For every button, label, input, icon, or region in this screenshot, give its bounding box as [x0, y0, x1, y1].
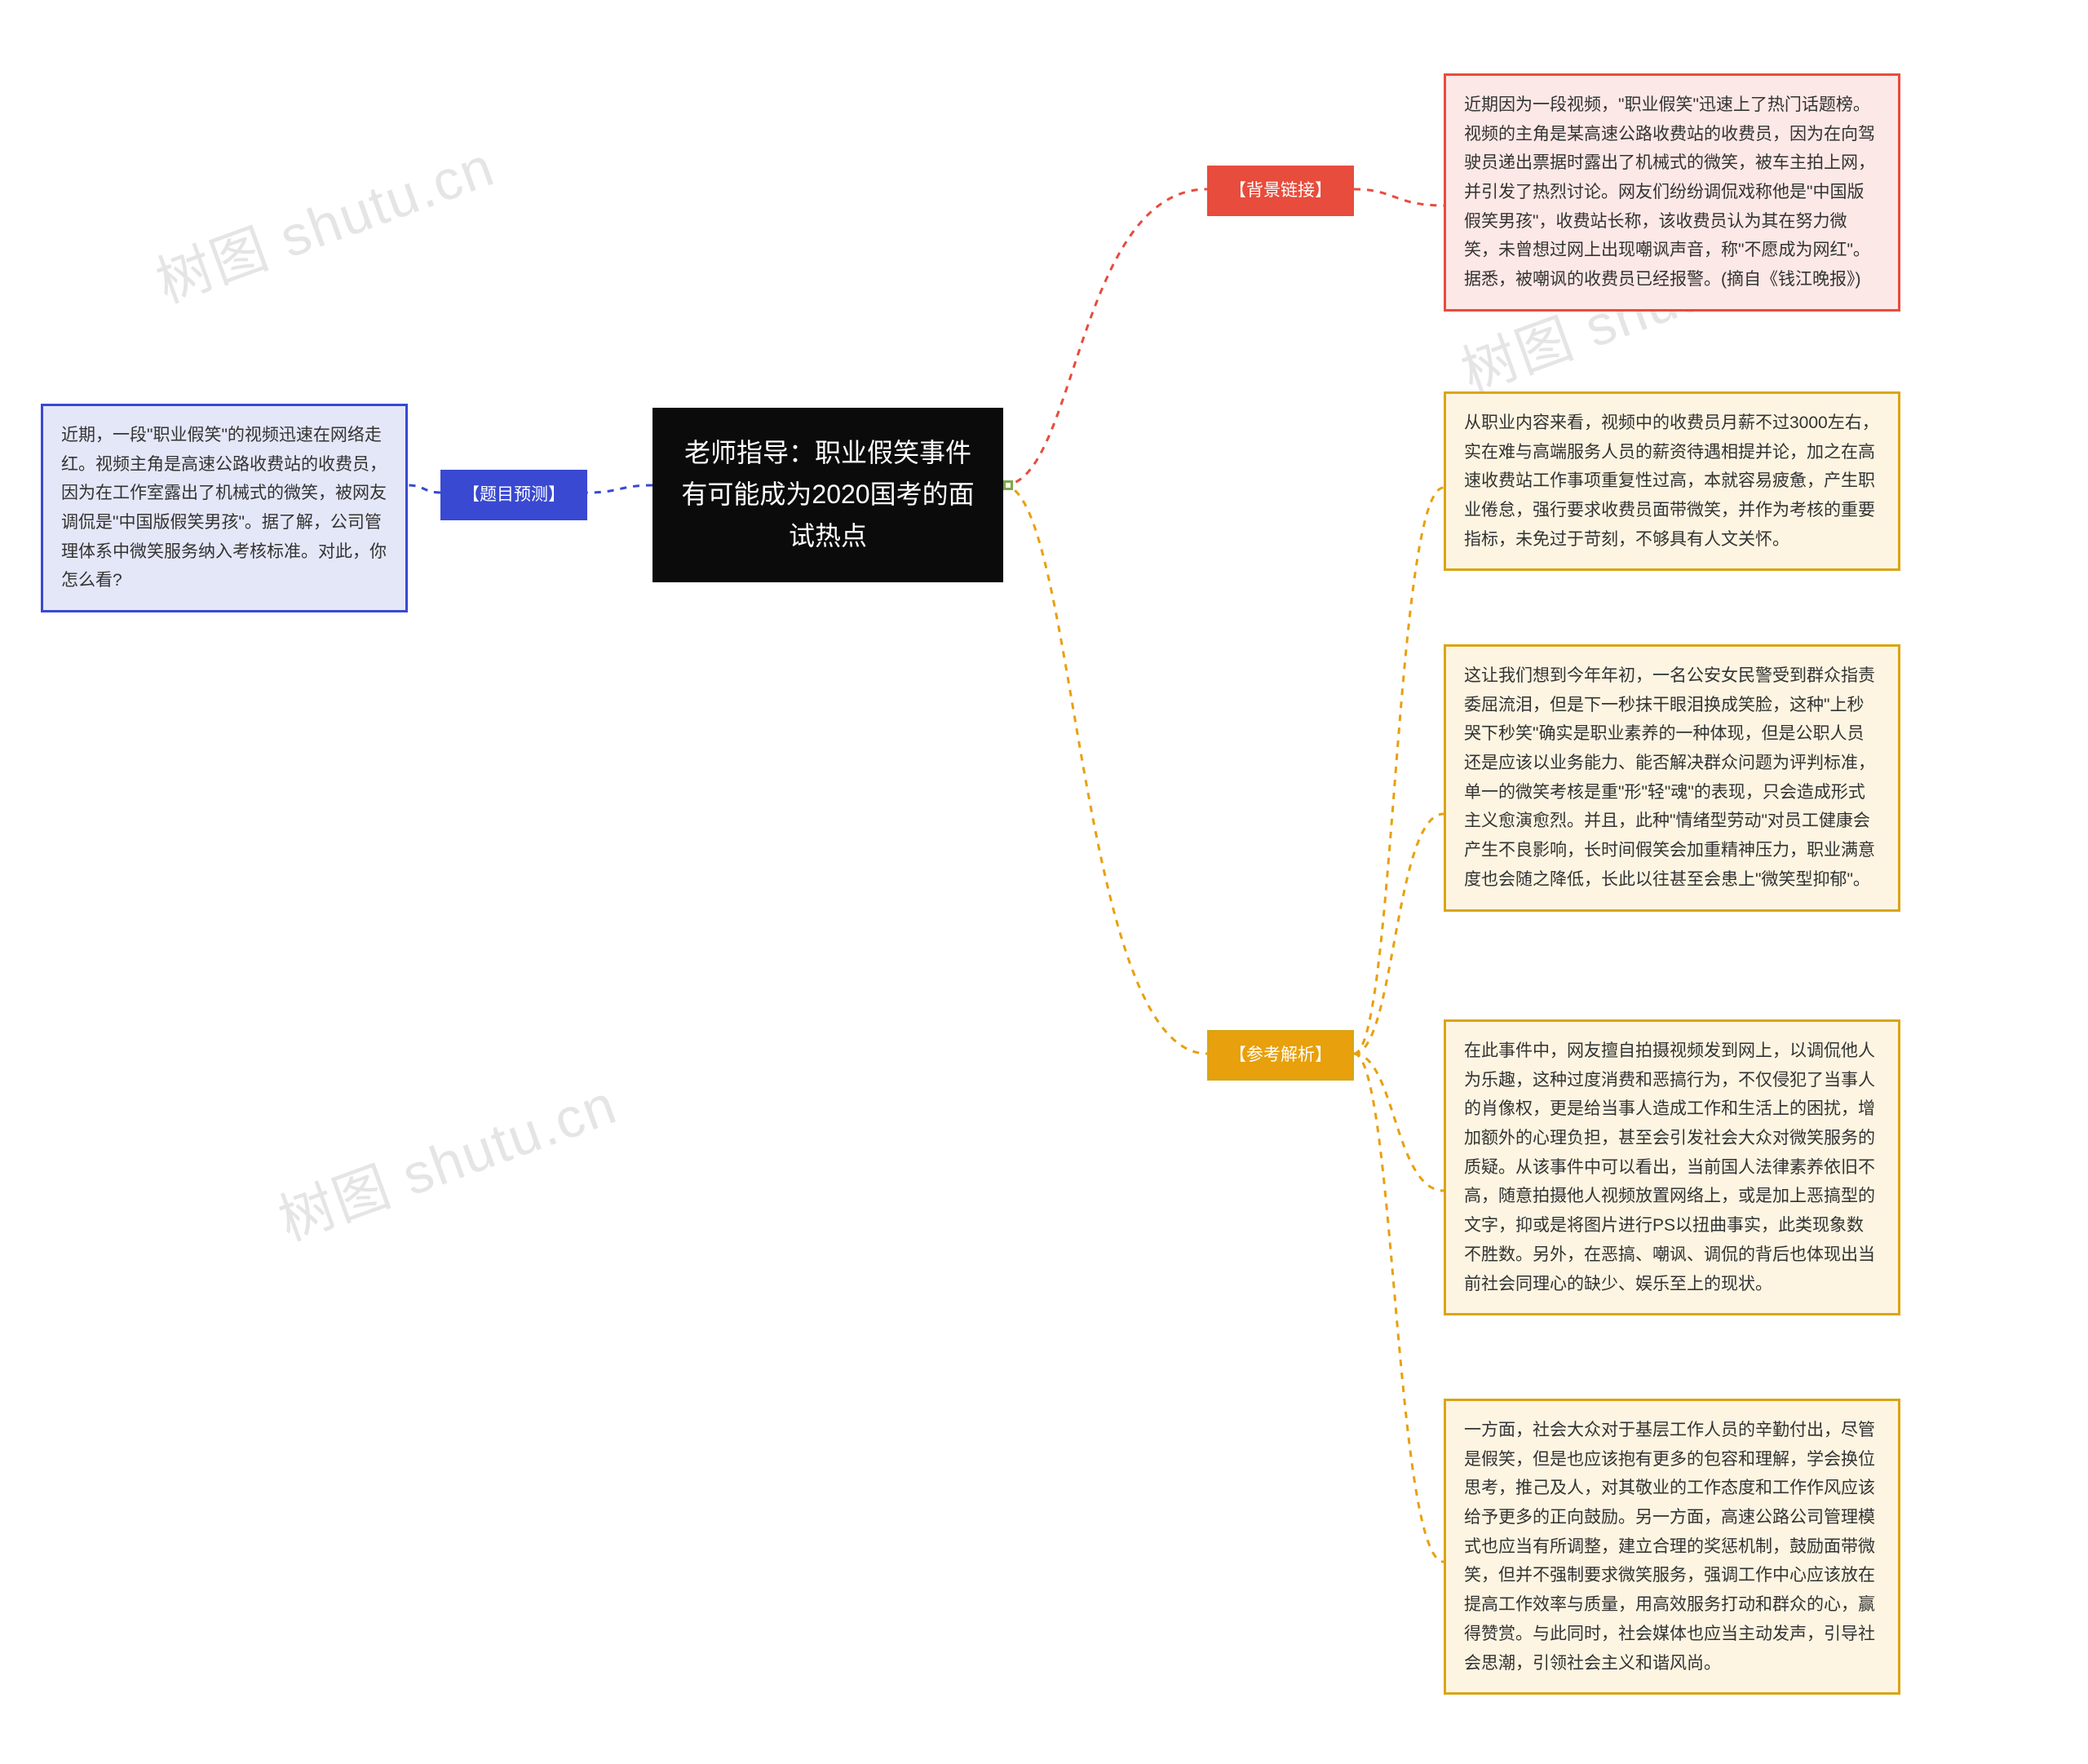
analysis-p3-node[interactable]: 在此事件中，网友擅自拍摄视频发到网上，以调侃他人为乐趣，这种过度消费和恶搞行为，…: [1444, 1019, 1900, 1315]
watermark: 树图 shutu.cn: [266, 1059, 626, 1256]
question-label-node[interactable]: 【题目预测】: [440, 470, 587, 520]
analysis-p2-node[interactable]: 这让我们想到今年年初，一名公安女民警受到群众指责委屈流泪，但是下一秒抹干眼泪换成…: [1444, 644, 1900, 912]
analysis-p4-node[interactable]: 一方面，社会大众对于基层工作人员的辛勤付出，尽管是假笑，但是也应该抱有更多的包容…: [1444, 1399, 1900, 1695]
question-body-node[interactable]: 近期，一段"职业假笑"的视频迅速在网络走红。视频主角是高速公路收费站的收费员，因…: [41, 404, 408, 612]
analysis-label-node[interactable]: 【参考解析】: [1207, 1030, 1354, 1081]
background-label-node[interactable]: 【背景链接】: [1207, 166, 1354, 216]
root-node[interactable]: 老师指导：职业假笑事件有可能成为2020国考的面试热点: [652, 408, 1003, 582]
junction-dot: [1003, 480, 1013, 490]
analysis-p1-node[interactable]: 从职业内容来看，视频中的收费员月薪不过3000左右，实在难与高端服务人员的薪资待…: [1444, 391, 1900, 571]
background-body-node[interactable]: 近期因为一段视频，"职业假笑"迅速上了热门话题榜。视频的主角是某高速公路收费站的…: [1444, 73, 1900, 312]
watermark: 树图 shutu.cn: [144, 122, 504, 318]
